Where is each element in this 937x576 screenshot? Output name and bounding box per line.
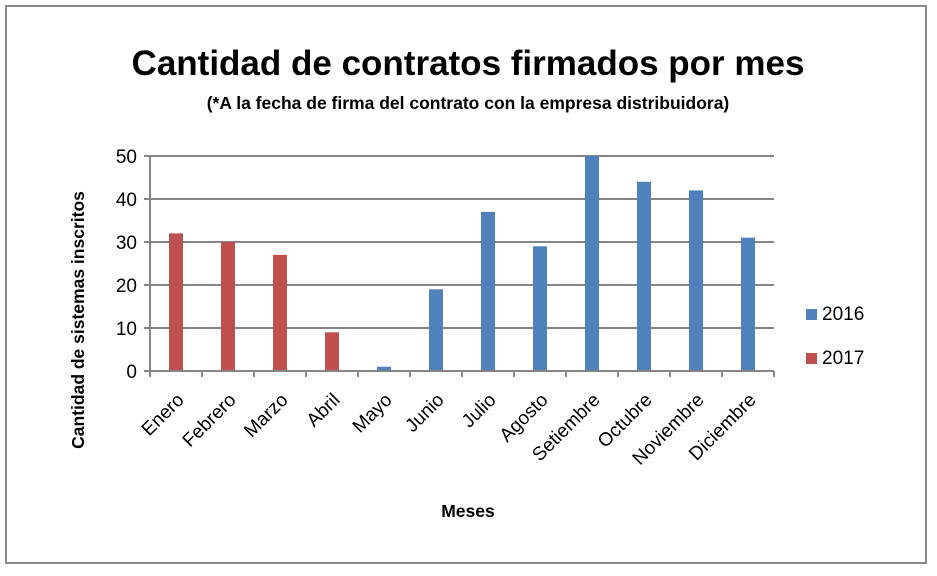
bar-2017-abril [325, 332, 339, 371]
y-axis-ticks: 0 10 20 30 40 50 [116, 147, 137, 383]
x-tick-label: Enero [138, 390, 189, 441]
axes [144, 155, 775, 377]
bar-2016-mayo [377, 366, 391, 371]
y-tick-label: 0 [126, 362, 137, 383]
x-tick-label: Mayo [349, 390, 397, 438]
bar-2016-setiembre [585, 156, 599, 371]
bar-2016-junio [429, 289, 443, 371]
bar-2016-julio [481, 211, 495, 371]
gridlines [150, 155, 774, 329]
y-tick-label: 50 [116, 147, 137, 168]
legend-swatch-2017 [806, 353, 817, 364]
bar-chart: Cantidad de contratos firmados por mes (… [68, 44, 864, 521]
y-tick-label: 40 [116, 190, 137, 211]
x-tick-label: Junio [402, 390, 449, 437]
bar-2016-octubre [637, 181, 651, 371]
bar-2017-enero [169, 233, 183, 371]
y-tick-label: 30 [116, 233, 137, 254]
legend: 2016 2017 [806, 304, 864, 369]
x-tick-label: Abril [303, 390, 345, 432]
x-tick-label: Marzo [240, 390, 292, 442]
legend-label-2016: 2016 [822, 304, 864, 325]
bar-2017-marzo [273, 254, 287, 371]
legend-label-2017: 2017 [822, 348, 864, 369]
bar-2016-agosto [533, 246, 547, 371]
x-tick-label: Febrero [179, 390, 241, 452]
x-axis-label: Meses [441, 501, 495, 521]
chart-frame: Cantidad de contratos firmados por mes (… [5, 5, 927, 564]
y-tick-label: 10 [116, 319, 137, 340]
bar-2016-noviembre [689, 190, 703, 371]
legend-swatch-2016 [806, 309, 817, 320]
bar-2017-febrero [221, 242, 235, 371]
chart-subtitle: (*A la fecha de firma del contrato con l… [207, 93, 730, 113]
y-axis-label: Cantidad de sistemas inscritos [68, 191, 88, 449]
bars [169, 156, 755, 371]
y-tick-label: 20 [116, 276, 137, 297]
bar-2016-diciembre [741, 237, 755, 371]
x-tick-label: Julio [458, 390, 500, 432]
chart-title: Cantidad de contratos firmados por mes [132, 44, 805, 83]
